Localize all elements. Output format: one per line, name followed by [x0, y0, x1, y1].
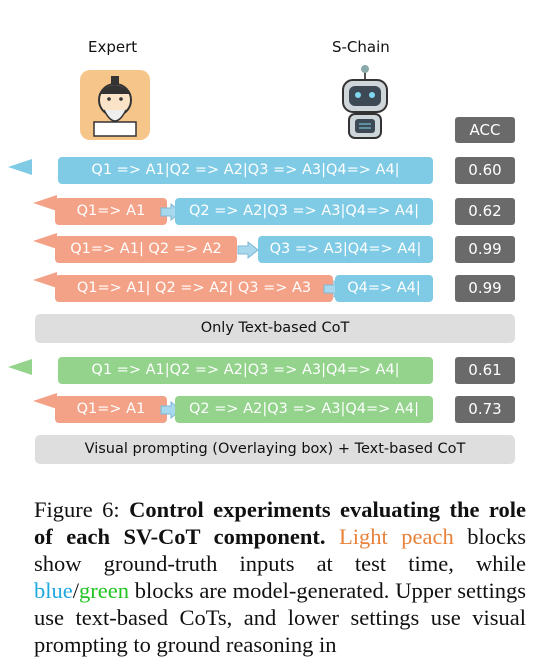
caption-peach: Light peach — [339, 524, 454, 549]
output-block: Q2 => A2|Q3 => A3|Q4=> A4| — [175, 396, 433, 423]
caption-text: blocks are model-generated. Upper settin… — [34, 578, 526, 657]
caption-blue: blue — [34, 578, 73, 603]
section-label: Visual prompting (Overlaying box) + Text… — [35, 435, 515, 464]
acc-value: 0.73 — [455, 396, 515, 423]
output-block: Q1 => A1|Q2 => A2|Q3 => A3|Q4=> A4| — [58, 357, 433, 384]
bubble-tail — [8, 159, 32, 175]
input-block: Q1=> A1| Q2 => A2 — [55, 236, 237, 263]
bubble-tail — [33, 195, 57, 211]
bubble-tail — [33, 233, 57, 249]
caption-text: blocks show ground-truth inputs at test … — [34, 524, 526, 576]
acc-value: 0.62 — [455, 198, 515, 225]
acc-value: 0.60 — [455, 157, 515, 184]
acc-header: ACC — [455, 117, 515, 143]
input-block: Q1=> A1 — [55, 396, 167, 423]
caption-title: Control experiments evaluating the role … — [34, 497, 526, 549]
arrow — [237, 241, 259, 259]
output-block: Q1 => A1|Q2 => A2|Q3 => A3|Q4=> A4| — [58, 157, 433, 184]
caption-period: . — [319, 524, 326, 549]
output-block: Q2 => A2|Q3 => A3|Q4=> A4| — [175, 198, 433, 225]
caption-label: Figure 6: — [34, 497, 120, 522]
caption: Figure 6: Control experiments evaluating… — [34, 496, 526, 658]
section-label: Only Text-based CoT — [35, 314, 515, 343]
input-block: Q1=> A1| Q2 => A2| Q3 => A3 — [55, 275, 333, 302]
acc-value: 0.61 — [455, 357, 515, 384]
acc-value: 0.99 — [455, 275, 515, 302]
expert-label: Expert — [88, 38, 138, 56]
model-label: S-Chain — [332, 38, 390, 56]
robot-icon — [342, 65, 388, 139]
acc-value: 0.99 — [455, 236, 515, 263]
output-block: Q3 => A3|Q4=> A4| — [258, 236, 433, 263]
expert-icon — [80, 70, 150, 140]
input-block: Q1=> A1 — [55, 198, 167, 225]
bubble-tail — [8, 359, 32, 375]
bubble-tail — [33, 272, 57, 288]
caption-green: green — [79, 578, 129, 603]
bubble-tail — [33, 393, 57, 409]
caption-slash: / — [72, 578, 80, 603]
output-block: Q4=> A4| — [335, 275, 433, 302]
